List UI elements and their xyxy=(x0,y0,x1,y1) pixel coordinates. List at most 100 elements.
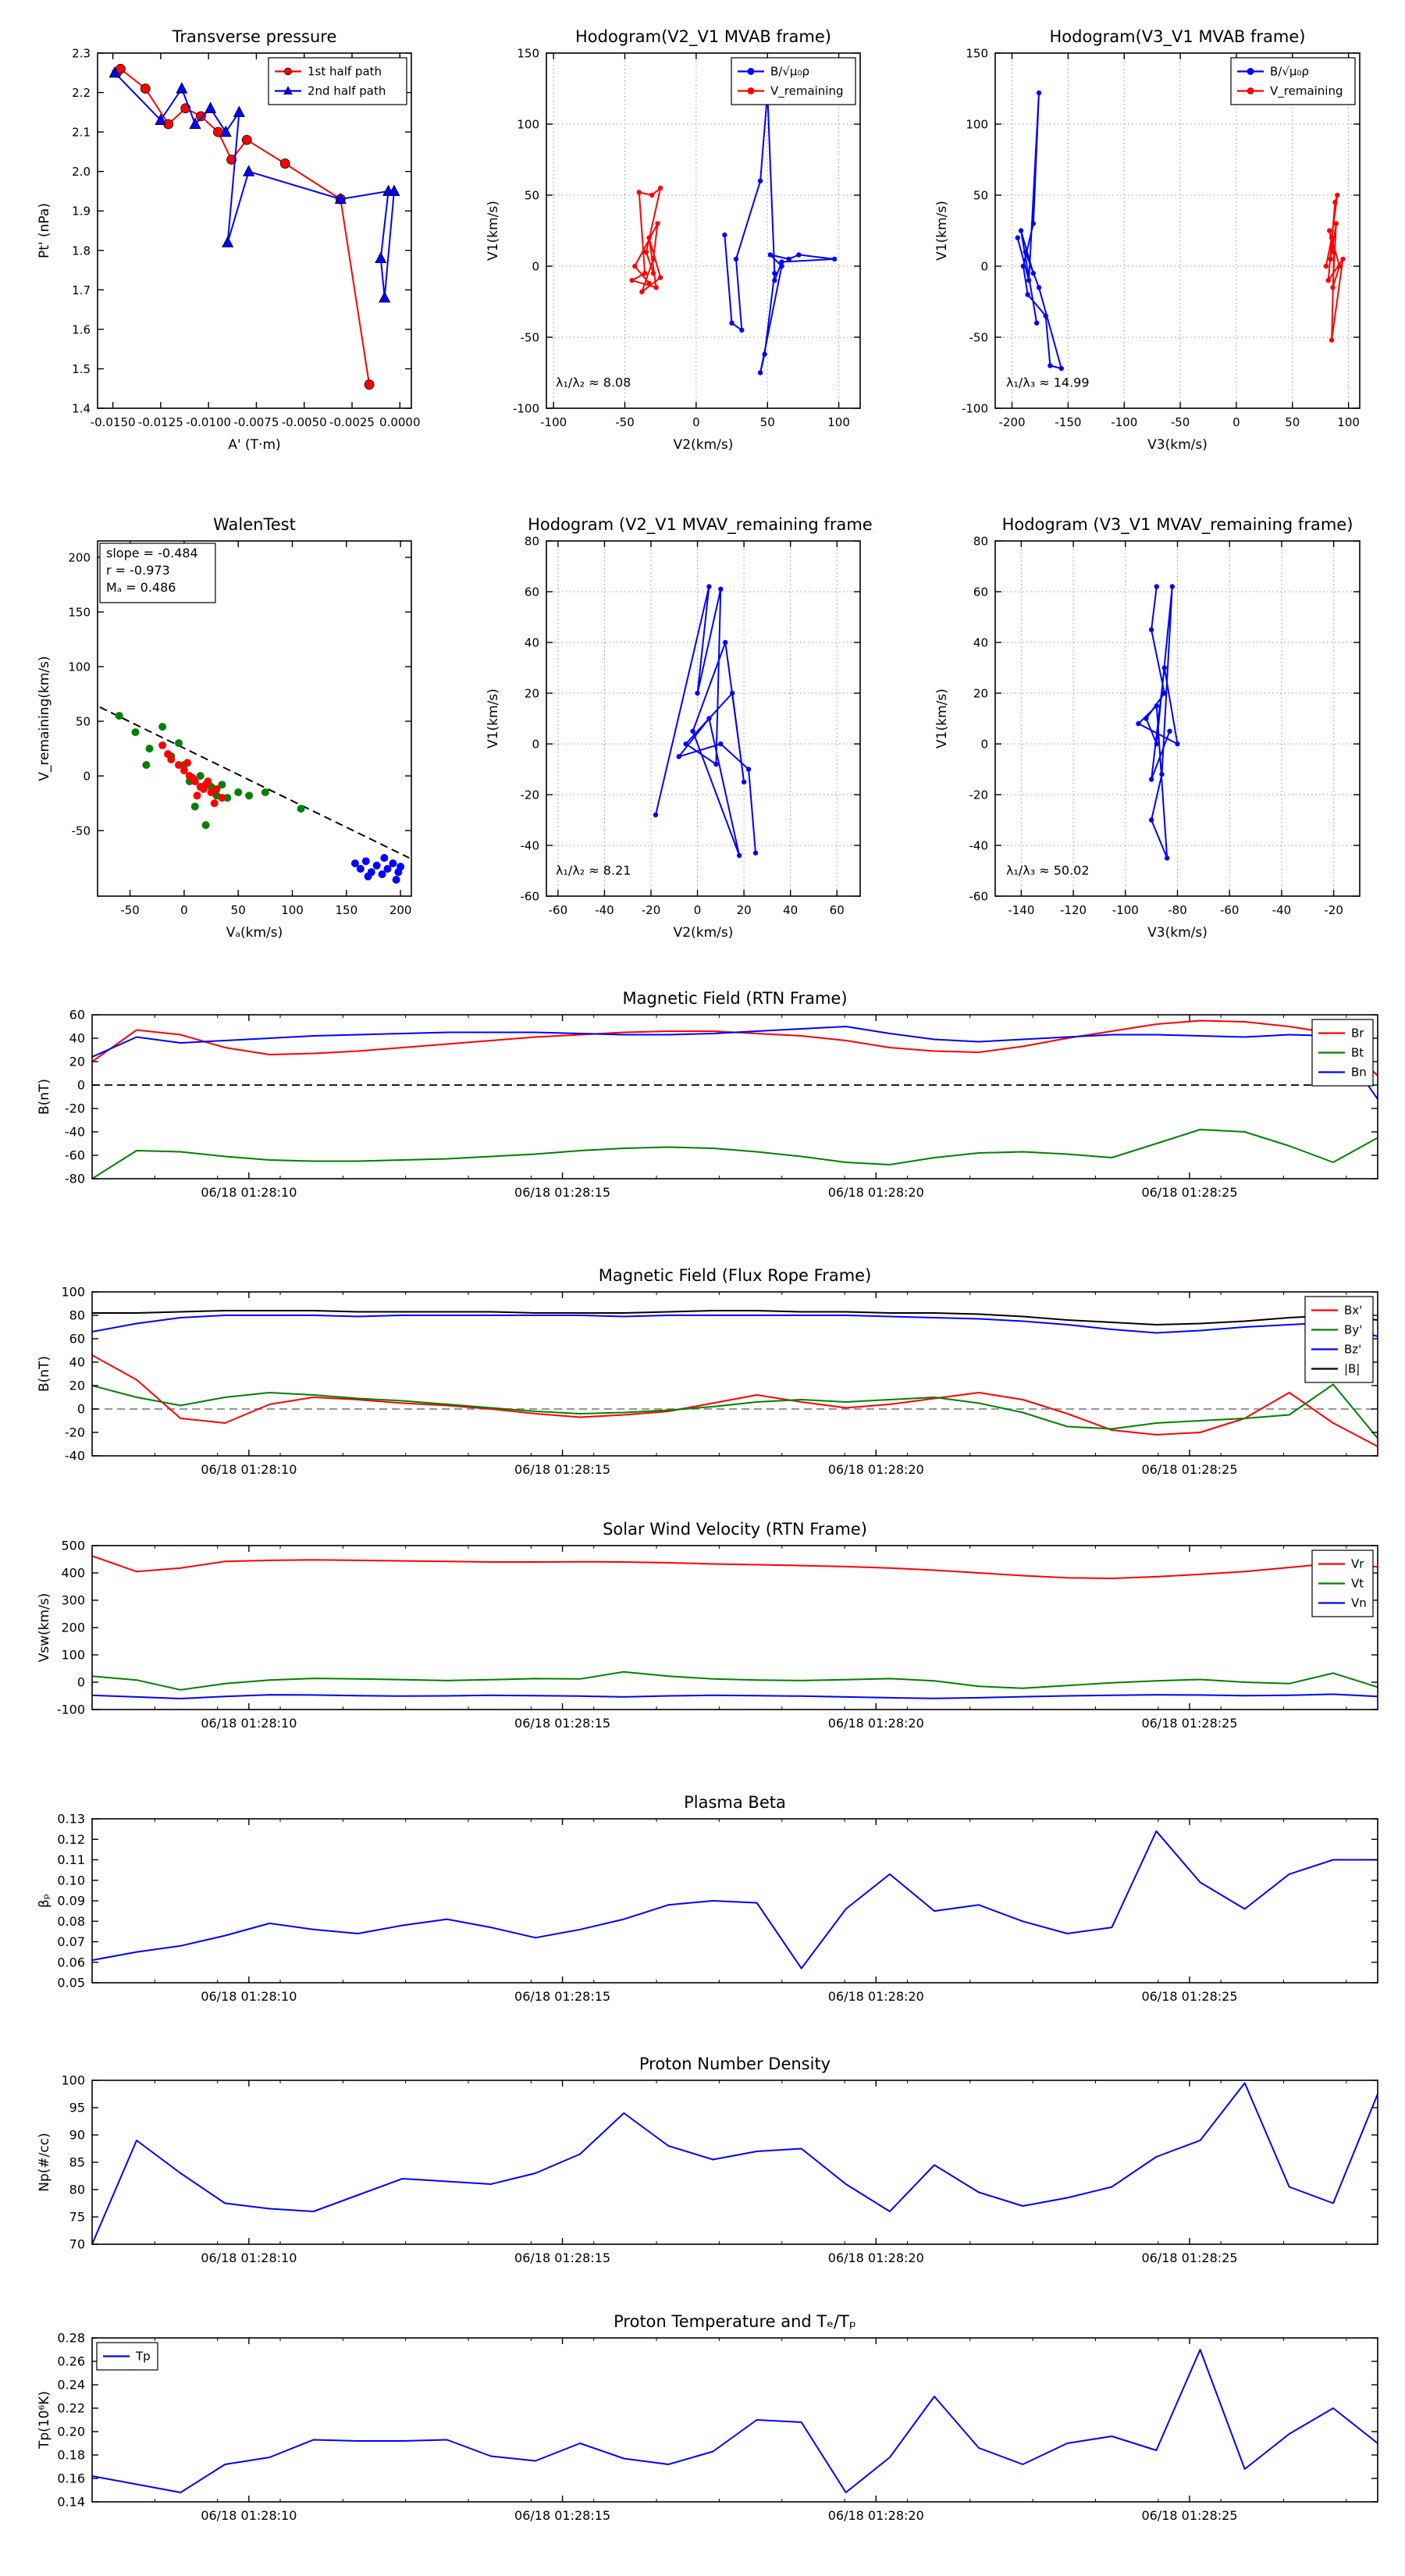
svg-text:WalenTest: WalenTest xyxy=(213,515,296,534)
svg-text:40: 40 xyxy=(69,1031,85,1046)
svg-text:2.1: 2.1 xyxy=(72,126,91,140)
svg-text:2.0: 2.0 xyxy=(72,165,91,179)
svg-text:06/18 01:28:10: 06/18 01:28:10 xyxy=(201,1462,297,1477)
svg-text:r = -0.973: r = -0.973 xyxy=(106,563,170,578)
svg-text:06/18 01:28:10: 06/18 01:28:10 xyxy=(201,2508,297,2523)
svg-text:200: 200 xyxy=(68,551,91,565)
panel-solar-wind-velocity: 06/18 01:28:10 06/18 01:28:15 06/18 01:28:… xyxy=(31,1514,1389,1749)
svg-text:Bx': Bx' xyxy=(1344,1304,1362,1318)
svg-text:V2(km/s): V2(km/s) xyxy=(674,437,734,453)
svg-text:150: 150 xyxy=(336,903,358,917)
panel-magnetic-field-rtn: 06/18 01:28:10 06/18 01:28:15 06/18 01:28:… xyxy=(31,984,1389,1218)
svg-text:-100: -100 xyxy=(1111,415,1137,429)
svg-text:60: 60 xyxy=(69,1008,85,1023)
svg-text:06/18 01:28:10: 06/18 01:28:10 xyxy=(201,1185,297,1200)
svg-text:150: 150 xyxy=(517,47,539,61)
svg-text:V3(km/s): V3(km/s) xyxy=(1147,437,1208,453)
svg-text:Bz': Bz' xyxy=(1344,1343,1361,1357)
svg-text:V2(km/s): V2(km/s) xyxy=(674,925,734,941)
svg-text:-20: -20 xyxy=(521,788,540,802)
svg-text:50: 50 xyxy=(231,903,246,917)
svg-text:1.6: 1.6 xyxy=(72,322,91,336)
svg-text:20: 20 xyxy=(69,1379,85,1393)
chart-hodogram-v3v1-mvab: -200 -150 -100 -50 0 50 100 -100 -50 0 50 100 150 Hod… xyxy=(929,16,1374,457)
svg-text:-20: -20 xyxy=(65,1425,85,1440)
svg-text:-100: -100 xyxy=(540,415,567,429)
svg-text:V1(km/s): V1(km/s) xyxy=(934,688,950,749)
svg-text:-50: -50 xyxy=(1171,415,1190,429)
svg-text:50: 50 xyxy=(1285,415,1300,429)
svg-text:40: 40 xyxy=(525,636,539,650)
svg-text:0: 0 xyxy=(77,1078,85,1093)
svg-text:40: 40 xyxy=(783,903,798,917)
svg-text:0.07: 0.07 xyxy=(57,1934,85,1949)
svg-text:06/18 01:28:25: 06/18 01:28:25 xyxy=(1141,1716,1237,1731)
svg-text:Hodogram (V3_V1 MVAV_remaining: Hodogram (V3_V1 MVAV_remaining frame) xyxy=(1002,515,1353,535)
svg-text:0: 0 xyxy=(692,415,700,429)
svg-text:1.4: 1.4 xyxy=(72,402,91,416)
svg-text:Pt' (nPa): Pt' (nPa) xyxy=(37,203,52,258)
svg-text:06/18 01:28:20: 06/18 01:28:20 xyxy=(828,1989,924,2004)
svg-text:300: 300 xyxy=(61,1593,85,1608)
svg-text:Mₐ = 0.486: Mₐ = 0.486 xyxy=(106,580,176,595)
svg-text:Transverse pressure: Transverse pressure xyxy=(172,27,337,46)
svg-text:A' (T·m): A' (T·m) xyxy=(228,437,280,453)
svg-text:60: 60 xyxy=(525,585,539,600)
svg-text:Vn: Vn xyxy=(1351,1596,1367,1610)
svg-text:-40: -40 xyxy=(969,839,989,853)
svg-text:Vr: Vr xyxy=(1351,1557,1364,1571)
svg-text:85: 85 xyxy=(69,2155,85,2170)
svg-text:-40: -40 xyxy=(595,903,614,917)
svg-text:-100: -100 xyxy=(962,402,988,416)
svg-text:By': By' xyxy=(1344,1323,1362,1337)
svg-text:-40: -40 xyxy=(521,839,540,853)
svg-text:2nd half path: 2nd half path xyxy=(308,84,386,98)
svg-text:06/18 01:28:10: 06/18 01:28:10 xyxy=(201,2250,297,2265)
panel-magnetic-field-flux-rope: 06/18 01:28:10 06/18 01:28:15 06/18 01:28:… xyxy=(31,1261,1389,1495)
svg-text:50: 50 xyxy=(76,715,91,729)
svg-text:Br: Br xyxy=(1351,1026,1364,1041)
svg-text:Magnetic Field (Flux Rope Fram: Magnetic Field (Flux Rope Frame) xyxy=(599,1266,872,1285)
svg-text:20: 20 xyxy=(69,1055,85,1069)
svg-text:0: 0 xyxy=(980,738,988,752)
svg-text:0: 0 xyxy=(77,1675,85,1690)
svg-text:06/18 01:28:10: 06/18 01:28:10 xyxy=(201,1716,297,1731)
svg-text:06/18 01:28:25: 06/18 01:28:25 xyxy=(1141,1989,1237,2004)
svg-text:-0.0025: -0.0025 xyxy=(329,415,375,429)
svg-text:-60: -60 xyxy=(1220,903,1240,917)
svg-text:06/18 01:28:25: 06/18 01:28:25 xyxy=(1141,1462,1237,1477)
svg-text:-40: -40 xyxy=(1272,903,1292,917)
svg-text:Hodogram(V2_V1 MVAB frame): Hodogram(V2_V1 MVAB frame) xyxy=(575,27,831,47)
svg-text:λ₁/λ₃ ≈ 50.02: λ₁/λ₃ ≈ 50.02 xyxy=(1006,863,1090,878)
svg-text:1.5: 1.5 xyxy=(72,362,91,376)
svg-text:06/18 01:28:20: 06/18 01:28:20 xyxy=(828,1716,924,1731)
svg-text:06/18 01:28:10: 06/18 01:28:10 xyxy=(201,1989,297,2004)
svg-text:06/18 01:28:15: 06/18 01:28:15 xyxy=(514,1716,610,1731)
svg-text:Solar Wind Velocity (RTN Frame: Solar Wind Velocity (RTN Frame) xyxy=(603,1520,867,1539)
svg-text:Hodogram(V3_V1 MVAB frame): Hodogram(V3_V1 MVAB frame) xyxy=(1050,27,1306,47)
svg-text:-60: -60 xyxy=(549,903,568,917)
svg-text:90: 90 xyxy=(69,2128,85,2143)
svg-text:0: 0 xyxy=(1232,415,1240,429)
svg-text:B/√μ₀ρ: B/√μ₀ρ xyxy=(770,65,809,79)
svg-text:95: 95 xyxy=(69,2101,85,2115)
svg-text:06/18 01:28:25: 06/18 01:28:25 xyxy=(1141,2508,1237,2523)
svg-text:0.14: 0.14 xyxy=(57,2495,85,2510)
svg-text:Magnetic Field (RTN Frame): Magnetic Field (RTN Frame) xyxy=(622,989,847,1008)
svg-text:Bt: Bt xyxy=(1351,1046,1364,1060)
svg-text:100: 100 xyxy=(61,2073,85,2088)
svg-text:50: 50 xyxy=(760,415,775,429)
svg-text:60: 60 xyxy=(973,585,988,600)
svg-text:-20: -20 xyxy=(1324,903,1343,917)
svg-text:150: 150 xyxy=(966,47,988,61)
svg-text:Vₐ(km/s): Vₐ(km/s) xyxy=(226,925,283,941)
svg-text:06/18 01:28:20: 06/18 01:28:20 xyxy=(828,1185,924,1200)
svg-text:0: 0 xyxy=(532,738,539,752)
svg-text:-40: -40 xyxy=(65,1125,85,1140)
svg-text:400: 400 xyxy=(61,1566,85,1581)
svg-text:V_remaining: V_remaining xyxy=(770,84,844,99)
svg-text:Tp(10⁶K): Tp(10⁶K) xyxy=(37,2391,52,2450)
svg-text:λ₁/λ₂ ≈ 8.08: λ₁/λ₂ ≈ 8.08 xyxy=(556,375,631,390)
svg-text:70: 70 xyxy=(69,2237,85,2252)
